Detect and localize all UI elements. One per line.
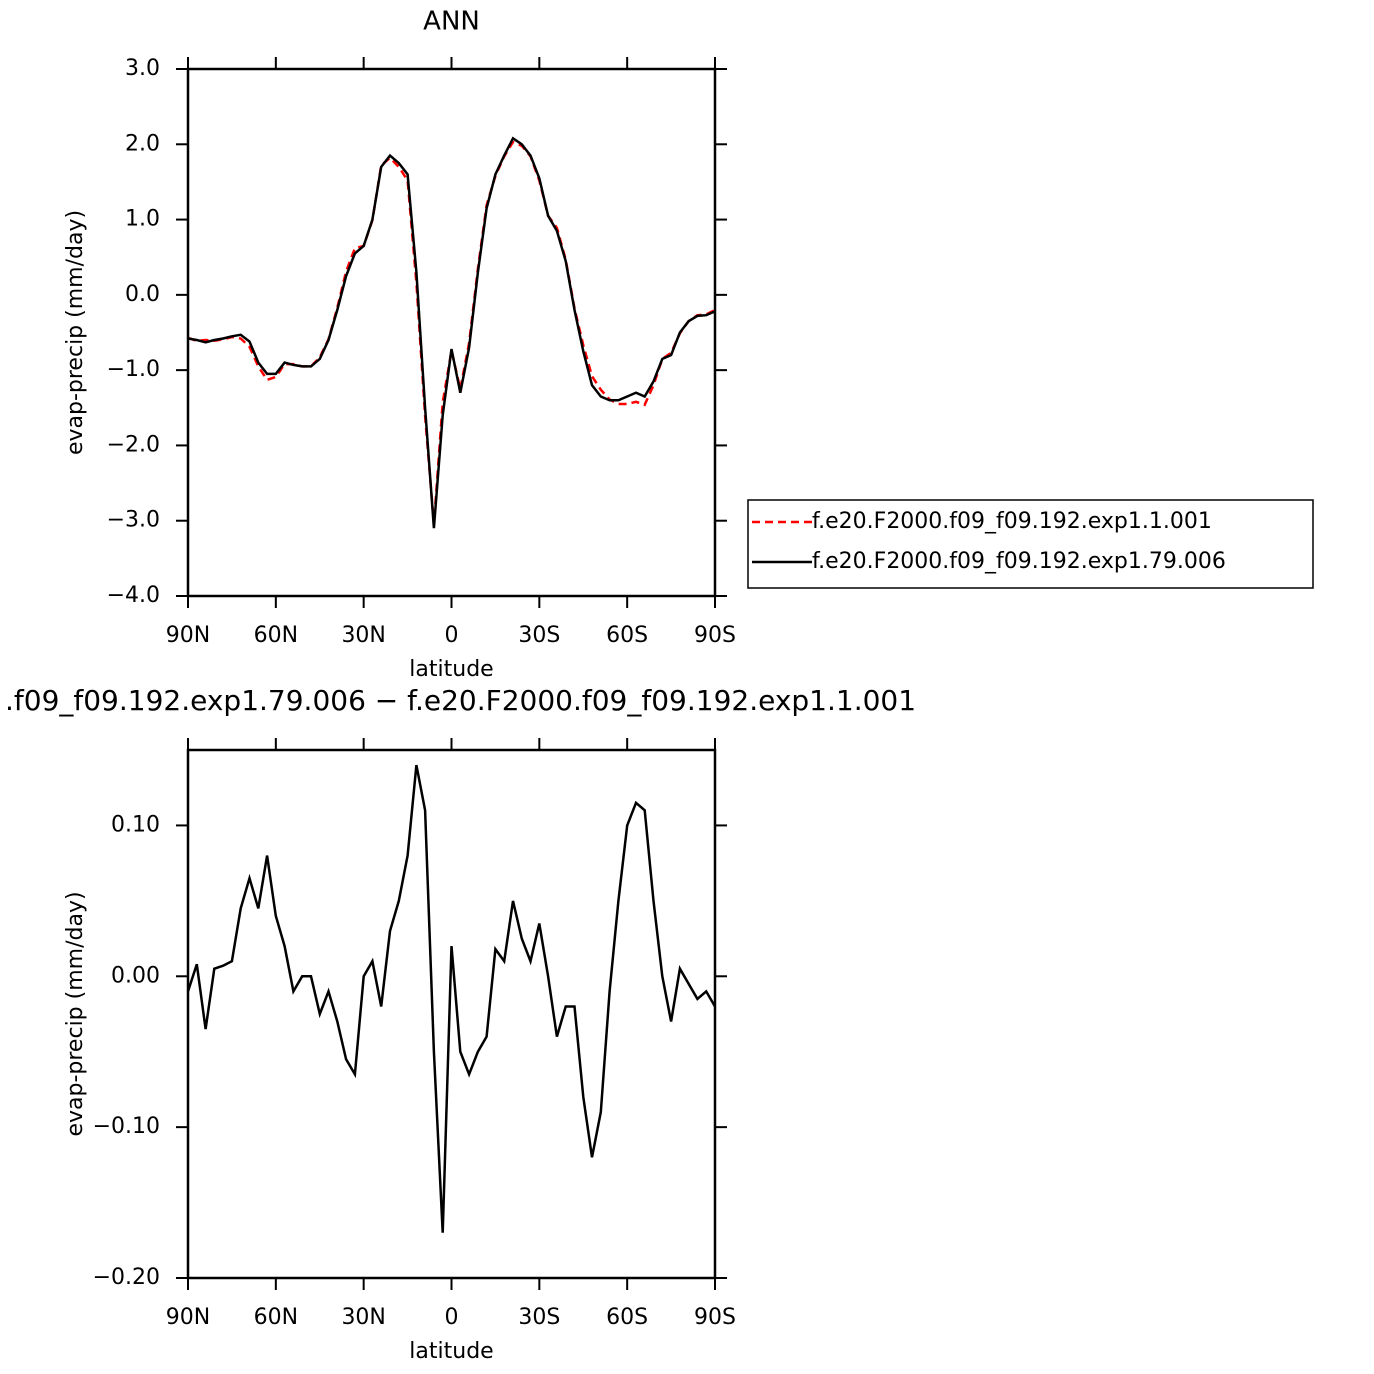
x-tick-label: 90S xyxy=(694,623,736,648)
x-tick-label: 0 xyxy=(445,623,459,648)
y-tick-label: −2.0 xyxy=(107,432,160,457)
y-tick-label: 0.10 xyxy=(111,812,160,837)
y-tick-label: 1.0 xyxy=(125,207,160,232)
y-tick-label: 0.00 xyxy=(111,963,160,988)
y-tick-label: 3.0 xyxy=(125,56,160,81)
legend-box xyxy=(747,499,1314,589)
y-tick-label: −3.0 xyxy=(107,508,160,533)
chart-title: .f09_f09.192.exp1.79.006 − f.e20.F2000.f… xyxy=(5,684,916,717)
y-tick-label: 2.0 xyxy=(125,131,160,156)
plot-frame xyxy=(186,748,717,1280)
x-tick-label: 60S xyxy=(606,1305,648,1330)
y-axis-label: evap-precip (mm/day) xyxy=(63,891,88,1136)
x-axis-label: latitude xyxy=(409,1339,493,1364)
plot-frame xyxy=(186,67,717,598)
x-tick-label: 90N xyxy=(166,1305,210,1330)
data-line xyxy=(186,764,717,1233)
x-tick-label: 30N xyxy=(341,623,385,648)
chart-title: ANN xyxy=(423,7,480,37)
x-tick-label: 90N xyxy=(166,623,210,648)
x-tick-label: 60N xyxy=(254,1305,298,1330)
x-tick-label: 30S xyxy=(518,1305,560,1330)
data-line xyxy=(187,136,716,529)
y-tick-label: 0.0 xyxy=(125,282,160,307)
y-tick-label: −0.20 xyxy=(93,1265,160,1290)
x-tick-label: 90S xyxy=(694,1305,736,1330)
x-axis-label: latitude xyxy=(409,657,493,682)
x-tick-label: 0 xyxy=(445,1305,459,1330)
x-tick-label: 30N xyxy=(341,1305,385,1330)
y-axis-label: evap-precip (mm/day) xyxy=(63,210,88,455)
y-tick-label: −4.0 xyxy=(107,583,160,608)
legend-label: f.e20.F2000.f09_f09.192.exp1.79.006 xyxy=(812,549,1226,574)
legend-label: f.e20.F2000.f09_f09.192.exp1.1.001 xyxy=(812,509,1212,534)
y-tick-label: −1.0 xyxy=(107,357,160,382)
data-line xyxy=(187,140,716,525)
x-tick-label: 60N xyxy=(254,623,298,648)
x-tick-label: 60S xyxy=(606,623,648,648)
y-tick-label: −0.10 xyxy=(93,1114,160,1139)
x-tick-label: 30S xyxy=(518,623,560,648)
